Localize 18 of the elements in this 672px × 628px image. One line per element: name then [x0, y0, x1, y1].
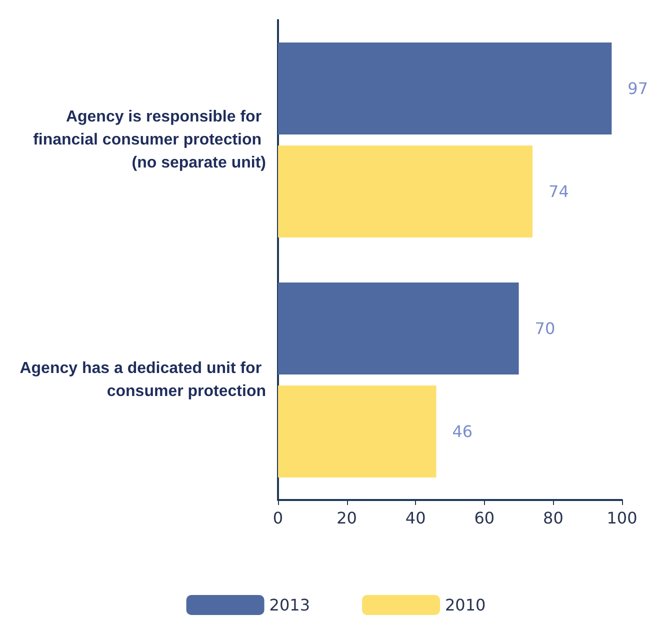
bar — [278, 42, 612, 134]
legend-label: 2010 — [445, 596, 486, 614]
x-tick-label: 0 — [272, 508, 284, 528]
x-tick-label: 100 — [606, 508, 638, 528]
y-tick-label: Agency has a dedicated unit for consumer protection — [20, 360, 266, 400]
legend-label: 2013 — [269, 596, 310, 614]
x-tick-label: 20 — [336, 508, 357, 528]
bar — [278, 282, 519, 374]
x-tick-label: 80 — [543, 508, 564, 528]
x-tick-label: 60 — [474, 508, 495, 528]
bar — [278, 386, 436, 478]
y-tick-label: Agency is responsible for financial consumer protection (no separate unit) — [33, 108, 266, 172]
data-label: 74 — [548, 182, 569, 202]
bar — [278, 146, 533, 238]
data-label: 70 — [534, 318, 556, 338]
x-tick-label: 40 — [405, 508, 426, 528]
data-label: 97 — [628, 78, 648, 98]
data-label: 46 — [452, 422, 473, 442]
